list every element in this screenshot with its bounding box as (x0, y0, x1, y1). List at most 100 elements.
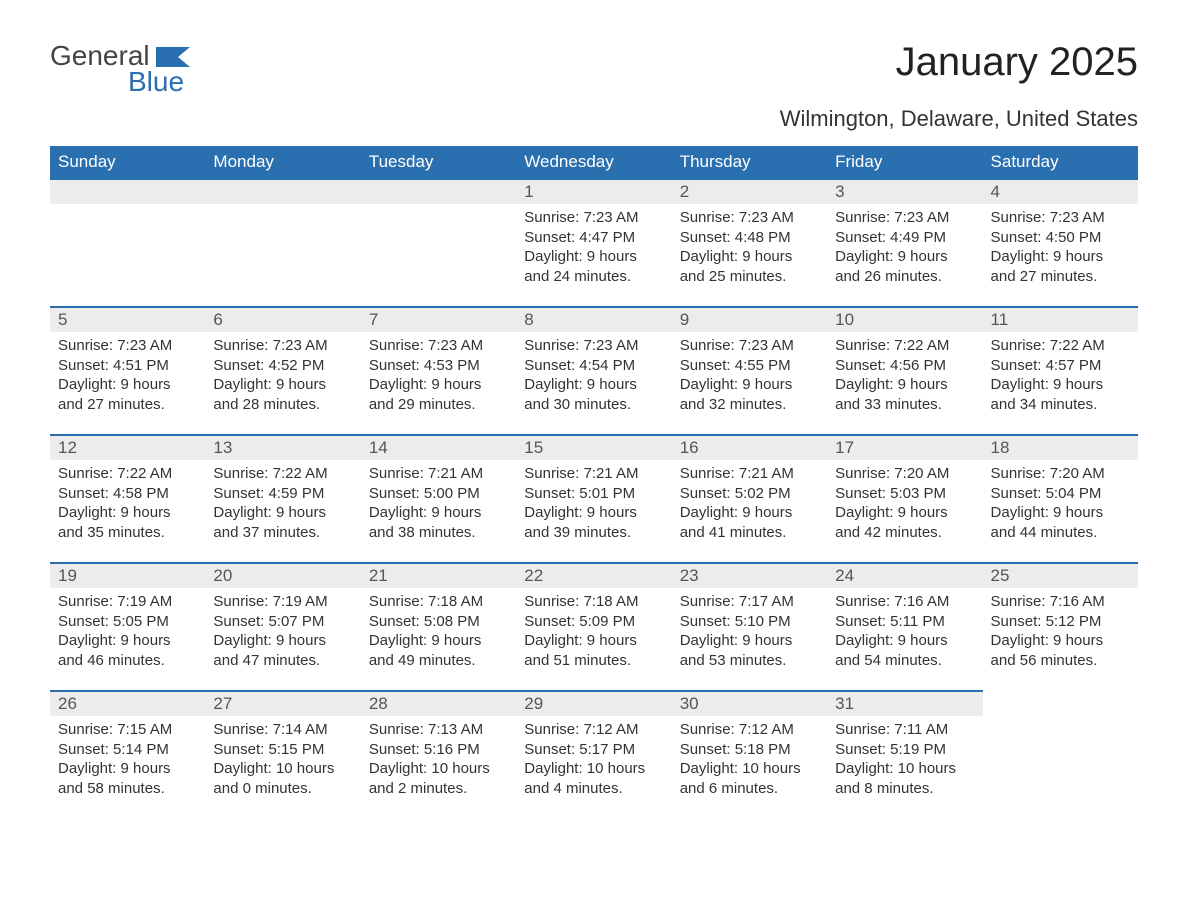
calendar-cell: 19Sunrise: 7:19 AMSunset: 5:05 PMDayligh… (50, 562, 205, 690)
day-details: Sunrise: 7:23 AMSunset: 4:53 PMDaylight:… (361, 332, 516, 420)
calendar-cell: 13Sunrise: 7:22 AMSunset: 4:59 PMDayligh… (205, 434, 360, 562)
calendar-cell: 25Sunrise: 7:16 AMSunset: 5:12 PMDayligh… (983, 562, 1138, 690)
calendar-cell: 22Sunrise: 7:18 AMSunset: 5:09 PMDayligh… (516, 562, 671, 690)
day-details: Sunrise: 7:21 AMSunset: 5:00 PMDaylight:… (361, 460, 516, 548)
day-number: 18 (983, 434, 1138, 460)
calendar-cell: 26Sunrise: 7:15 AMSunset: 5:14 PMDayligh… (50, 690, 205, 818)
calendar-cell (361, 178, 516, 306)
day-number: 20 (205, 562, 360, 588)
calendar-cell: 17Sunrise: 7:20 AMSunset: 5:03 PMDayligh… (827, 434, 982, 562)
day-details: Sunrise: 7:23 AMSunset: 4:51 PMDaylight:… (50, 332, 205, 420)
day-details: Sunrise: 7:21 AMSunset: 5:02 PMDaylight:… (672, 460, 827, 548)
day-number: 8 (516, 306, 671, 332)
day-number: 7 (361, 306, 516, 332)
calendar-cell: 16Sunrise: 7:21 AMSunset: 5:02 PMDayligh… (672, 434, 827, 562)
calendar-cell: 23Sunrise: 7:17 AMSunset: 5:10 PMDayligh… (672, 562, 827, 690)
calendar-cell: 4Sunrise: 7:23 AMSunset: 4:50 PMDaylight… (983, 178, 1138, 306)
day-details: Sunrise: 7:12 AMSunset: 5:17 PMDaylight:… (516, 716, 671, 804)
day-number: 15 (516, 434, 671, 460)
day-number: 25 (983, 562, 1138, 588)
day-number: 24 (827, 562, 982, 588)
day-number: 30 (672, 690, 827, 716)
day-details: Sunrise: 7:22 AMSunset: 4:59 PMDaylight:… (205, 460, 360, 548)
calendar-cell: 31Sunrise: 7:11 AMSunset: 5:19 PMDayligh… (827, 690, 982, 818)
day-number: 26 (50, 690, 205, 716)
calendar-cell: 10Sunrise: 7:22 AMSunset: 4:56 PMDayligh… (827, 306, 982, 434)
calendar-cell: 5Sunrise: 7:23 AMSunset: 4:51 PMDaylight… (50, 306, 205, 434)
day-details: Sunrise: 7:23 AMSunset: 4:50 PMDaylight:… (983, 204, 1138, 292)
day-number: 5 (50, 306, 205, 332)
day-number: 14 (361, 434, 516, 460)
calendar-cell: 21Sunrise: 7:18 AMSunset: 5:08 PMDayligh… (361, 562, 516, 690)
day-number: 1 (516, 178, 671, 204)
day-details: Sunrise: 7:22 AMSunset: 4:57 PMDaylight:… (983, 332, 1138, 420)
day-details: Sunrise: 7:18 AMSunset: 5:09 PMDaylight:… (516, 588, 671, 676)
calendar-table: SundayMondayTuesdayWednesdayThursdayFrid… (50, 146, 1138, 818)
calendar-cell: 24Sunrise: 7:16 AMSunset: 5:11 PMDayligh… (827, 562, 982, 690)
day-number: 4 (983, 178, 1138, 204)
day-details: Sunrise: 7:20 AMSunset: 5:03 PMDaylight:… (827, 460, 982, 548)
calendar-cell (50, 178, 205, 306)
day-details: Sunrise: 7:19 AMSunset: 5:05 PMDaylight:… (50, 588, 205, 676)
day-number: 9 (672, 306, 827, 332)
day-details: Sunrise: 7:23 AMSunset: 4:48 PMDaylight:… (672, 204, 827, 292)
day-number: 17 (827, 434, 982, 460)
day-details: Sunrise: 7:23 AMSunset: 4:54 PMDaylight:… (516, 332, 671, 420)
calendar-cell: 7Sunrise: 7:23 AMSunset: 4:53 PMDaylight… (361, 306, 516, 434)
day-number: 10 (827, 306, 982, 332)
calendar-cell: 29Sunrise: 7:12 AMSunset: 5:17 PMDayligh… (516, 690, 671, 818)
day-number: 3 (827, 178, 982, 204)
calendar-cell: 11Sunrise: 7:22 AMSunset: 4:57 PMDayligh… (983, 306, 1138, 434)
day-number: 29 (516, 690, 671, 716)
day-details: Sunrise: 7:19 AMSunset: 5:07 PMDaylight:… (205, 588, 360, 676)
day-details: Sunrise: 7:11 AMSunset: 5:19 PMDaylight:… (827, 716, 982, 804)
day-details: Sunrise: 7:13 AMSunset: 5:16 PMDaylight:… (361, 716, 516, 804)
day-details: Sunrise: 7:12 AMSunset: 5:18 PMDaylight:… (672, 716, 827, 804)
day-number: 28 (361, 690, 516, 716)
calendar-cell: 28Sunrise: 7:13 AMSunset: 5:16 PMDayligh… (361, 690, 516, 818)
day-number (361, 178, 516, 204)
calendar-cell: 14Sunrise: 7:21 AMSunset: 5:00 PMDayligh… (361, 434, 516, 562)
day-details: Sunrise: 7:23 AMSunset: 4:49 PMDaylight:… (827, 204, 982, 292)
day-details: Sunrise: 7:23 AMSunset: 4:47 PMDaylight:… (516, 204, 671, 292)
day-number: 22 (516, 562, 671, 588)
calendar-cell: 8Sunrise: 7:23 AMSunset: 4:54 PMDaylight… (516, 306, 671, 434)
day-details: Sunrise: 7:20 AMSunset: 5:04 PMDaylight:… (983, 460, 1138, 548)
calendar-cell: 12Sunrise: 7:22 AMSunset: 4:58 PMDayligh… (50, 434, 205, 562)
calendar-cell: 2Sunrise: 7:23 AMSunset: 4:48 PMDaylight… (672, 178, 827, 306)
calendar-cell: 20Sunrise: 7:19 AMSunset: 5:07 PMDayligh… (205, 562, 360, 690)
calendar-cell: 3Sunrise: 7:23 AMSunset: 4:49 PMDaylight… (827, 178, 982, 306)
day-details: Sunrise: 7:18 AMSunset: 5:08 PMDaylight:… (361, 588, 516, 676)
day-number: 27 (205, 690, 360, 716)
day-number: 31 (827, 690, 982, 716)
weekday-header: Sunday (50, 146, 205, 178)
weekday-header: Tuesday (361, 146, 516, 178)
flag-icon (156, 42, 190, 74)
calendar-cell: 18Sunrise: 7:20 AMSunset: 5:04 PMDayligh… (983, 434, 1138, 562)
day-number (50, 178, 205, 204)
day-number: 12 (50, 434, 205, 460)
day-details: Sunrise: 7:23 AMSunset: 4:52 PMDaylight:… (205, 332, 360, 420)
calendar-cell: 27Sunrise: 7:14 AMSunset: 5:15 PMDayligh… (205, 690, 360, 818)
day-number: 6 (205, 306, 360, 332)
location-subtitle: Wilmington, Delaware, United States (50, 106, 1138, 132)
day-number (205, 178, 360, 204)
day-number: 23 (672, 562, 827, 588)
calendar-cell: 9Sunrise: 7:23 AMSunset: 4:55 PMDaylight… (672, 306, 827, 434)
day-details: Sunrise: 7:14 AMSunset: 5:15 PMDaylight:… (205, 716, 360, 804)
day-number: 19 (50, 562, 205, 588)
brand-logo: General Blue (50, 40, 190, 98)
day-number: 21 (361, 562, 516, 588)
day-number: 13 (205, 434, 360, 460)
page-title: January 2025 (896, 40, 1138, 85)
day-details: Sunrise: 7:15 AMSunset: 5:14 PMDaylight:… (50, 716, 205, 804)
day-details: Sunrise: 7:23 AMSunset: 4:55 PMDaylight:… (672, 332, 827, 420)
calendar-cell: 1Sunrise: 7:23 AMSunset: 4:47 PMDaylight… (516, 178, 671, 306)
weekday-header: Thursday (672, 146, 827, 178)
weekday-header: Wednesday (516, 146, 671, 178)
day-number: 16 (672, 434, 827, 460)
day-details: Sunrise: 7:22 AMSunset: 4:58 PMDaylight:… (50, 460, 205, 548)
weekday-header: Saturday (983, 146, 1138, 178)
calendar-cell: 30Sunrise: 7:12 AMSunset: 5:18 PMDayligh… (672, 690, 827, 818)
weekday-header: Friday (827, 146, 982, 178)
